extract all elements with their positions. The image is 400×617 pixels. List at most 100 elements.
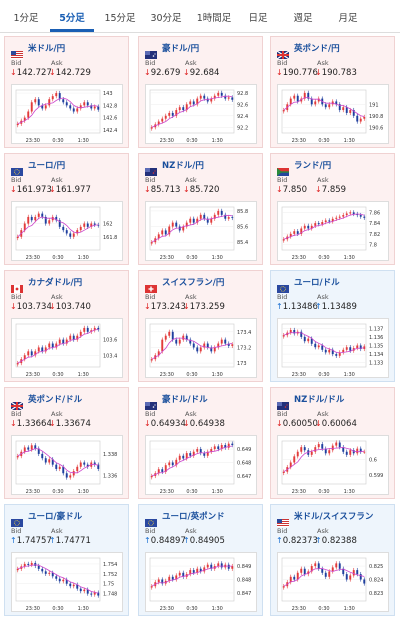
tab-1min[interactable]: 1分足 (13, 13, 39, 24)
candle-body (192, 343, 195, 348)
mini-chart[interactable]: 143 142.8 142.6 142.4 23:30 0:30 1:30 (11, 84, 123, 144)
candle-body (86, 223, 89, 227)
currency-pair-link[interactable]: 米ドル/スイスフラン (294, 512, 374, 522)
x-tick-label: 0:30 (52, 138, 63, 144)
x-tick-label: 0:30 (52, 489, 63, 495)
mini-chart[interactable]: 0.649 0.648 0.647 23:30 0:30 1:30 (145, 435, 257, 495)
rate-card[interactable]: 豪ドル/ドル Bid Ask ↓0.64934 ↓0.64938 0.649 0.648 0.… (138, 387, 263, 499)
y-tick-label: 1.136 (369, 335, 383, 341)
mini-chart[interactable]: 92.8 92.6 92.4 92.2 23:30 0:30 1:30 (145, 84, 257, 144)
bid-number: 1.33664 (16, 419, 52, 429)
candle-body (185, 453, 188, 459)
currency-pair-link[interactable]: ユーロ/ドル (294, 278, 340, 288)
candle-body (293, 456, 296, 463)
candle-body (303, 225, 306, 229)
tab-5min[interactable]: 5分足 (59, 13, 85, 24)
rate-card[interactable]: 豪ドル/円 Bid Ask ↓92.679 ↓92.684 92.8 92.6 92.4 92.… (138, 36, 263, 148)
mini-chart[interactable]: 0.849 0.848 0.847 23:30 0:30 1:30 (145, 552, 257, 612)
rate-card[interactable]: 英ポンド/円 Bid Ask ↓190.776 ↓190.783 191 190.8 190.… (270, 36, 395, 148)
ask-label: Ask (185, 527, 197, 535)
candle-body (90, 330, 93, 332)
candle-body (293, 330, 296, 334)
currency-pair-link[interactable]: ランド/円 (294, 161, 332, 171)
mini-chart[interactable]: 191 190.8 190.6 23:30 0:30 1:30 (277, 84, 389, 144)
tab-weekly[interactable]: 週足 (293, 13, 313, 24)
rate-card[interactable]: ユーロ/英ポンド Bid Ask ↑0.84897 ↑0.84905 0.849 0.848… (138, 504, 263, 616)
candle-body (331, 445, 334, 451)
mini-chart[interactable]: 1.338 1.336 23:30 0:30 1:30 (11, 435, 123, 495)
candle-body (203, 95, 206, 99)
candle-body (227, 97, 230, 99)
candle-body (62, 466, 65, 474)
candle-body (300, 228, 303, 234)
x-tick-label: 23:30 (160, 489, 174, 495)
rate-card[interactable]: NZドル/円 Bid Ask ↓85.713 ↓85.720 85.8 85.6 85.4 23… (138, 153, 263, 265)
y-tick-label: 1.748 (103, 592, 117, 598)
currency-pair-link[interactable]: NZドル/円 (162, 161, 204, 171)
y-tick-label: 103.4 (103, 353, 117, 359)
currency-pair-link[interactable]: 英ポンド/円 (294, 44, 340, 54)
mini-chart[interactable]: 1.754 1.752 1.75 1.748 23:30 0:30 1:30 (11, 552, 123, 612)
mini-chart[interactable]: 7.86 7.84 7.82 7.8 23:30 0:30 1:30 (277, 201, 389, 261)
currency-pair-link[interactable]: 米ドル/円 (28, 44, 66, 54)
tab-daily[interactable]: 日足 (248, 13, 268, 24)
ask-value: ↓142.729 (49, 68, 91, 78)
tab-30min[interactable]: 30分足 (150, 13, 182, 24)
currency-pair-link[interactable]: スイスフラン/円 (162, 278, 225, 288)
plot-area (281, 206, 367, 251)
candle-body (338, 104, 341, 111)
rate-card[interactable]: ユーロ/円 Bid Ask ↓161.973 ↓161.977 162 161.8 23:30… (4, 153, 129, 265)
mini-chart[interactable]: 173.4 173.2 173 23:30 0:30 1:30 (145, 318, 257, 378)
mini-chart[interactable]: 0.6 0.599 23:30 0:30 1:30 (277, 435, 389, 495)
x-tick-label: 1:30 (78, 372, 89, 378)
rate-card[interactable]: ランド/円 Bid Ask ↓7.850 ↓7.859 7.86 7.84 7.82 7.8 23… (270, 153, 395, 265)
candle-body (27, 447, 30, 450)
currency-pair-link[interactable]: 英ポンド/ドル (28, 395, 83, 405)
rate-card[interactable]: スイスフラン/円 Bid Ask ↓173.243 ↓173.259 173.4 173.2… (138, 270, 263, 382)
candle-body (324, 104, 327, 108)
candle-body (175, 575, 178, 580)
mini-chart[interactable]: 0.825 0.824 0.823 23:30 0:30 1:30 (277, 552, 389, 612)
candle-body (356, 345, 359, 349)
rate-card[interactable]: ユーロ/豪ドル Bid Ask ↑1.74757 ↑1.74771 1.754 1.752 1… (4, 504, 129, 616)
candle-body (203, 453, 206, 456)
mini-chart[interactable]: 1.137 1.136 1.135 1.134 1.133 23:30 0:30 1:30 (277, 318, 389, 378)
candle-body (34, 445, 37, 449)
ask-value: ↑0.84905 (183, 536, 225, 546)
candle-body (196, 218, 199, 223)
bid-value: ↑1.74757 (10, 536, 52, 546)
candle-body (30, 445, 33, 450)
tab-1hour[interactable]: 1時間足 (196, 13, 232, 24)
currency-pair-link[interactable]: ユーロ/英ポンド (162, 512, 225, 522)
candle-body (34, 351, 37, 356)
rate-card[interactable]: 米ドル/スイスフラン Bid Ask ↑0.82373 ↑0.82388 0.825 0.8… (270, 504, 395, 616)
currency-pair-link[interactable]: カナダドル/円 (28, 278, 83, 288)
tab-monthly[interactable]: 月足 (338, 13, 358, 24)
candle-body (178, 455, 181, 460)
y-tick-label: 7.82 (369, 232, 380, 238)
currency-pair-link[interactable]: ユーロ/円 (28, 161, 66, 171)
rate-card[interactable]: ユーロ/ドル Bid Ask ↑1.13486 ↑1.13489 1.137 1.136 1.… (270, 270, 395, 382)
rate-card[interactable]: カナダドル/円 Bid Ask ↓103.734 ↓103.740 103.6 103.4 2… (4, 270, 129, 382)
candle-body (164, 115, 167, 119)
mini-chart[interactable]: 162 161.8 23:30 0:30 1:30 (11, 201, 123, 261)
candle-body (293, 231, 296, 234)
mini-chart[interactable]: 103.6 103.4 23:30 0:30 1:30 (11, 318, 123, 378)
candle-body (157, 469, 160, 474)
rate-card[interactable]: 英ポンド/ドル Bid Ask ↓1.33664 ↓1.33674 1.338 1.336 2… (4, 387, 129, 499)
candle-body (307, 571, 310, 575)
candle-body (345, 213, 348, 216)
currency-pair-link[interactable]: 豪ドル/ドル (162, 395, 208, 405)
arrow-down-icon: ↓ (183, 302, 190, 311)
candle-body (220, 339, 223, 344)
currency-pair-link[interactable]: NZドル/ドル (294, 395, 345, 405)
currency-pair-link[interactable]: ユーロ/豪ドル (28, 512, 83, 522)
candle-body (90, 593, 93, 595)
candle-body (41, 568, 44, 572)
rate-card[interactable]: 米ドル/円 Bid Ask ↓142.727 ↓142.729 143 142.8 142.6… (4, 36, 129, 148)
mini-chart[interactable]: 85.8 85.6 85.4 23:30 0:30 1:30 (145, 201, 257, 261)
currency-pair-link[interactable]: 豪ドル/円 (162, 44, 200, 54)
candlestick-chart: 0.825 0.824 0.823 23:30 0:30 1:30 (281, 557, 383, 612)
tab-15min[interactable]: 15分足 (104, 13, 136, 24)
rate-card[interactable]: NZドル/ドル Bid Ask ↓0.60050 ↓0.60064 0.6 0.599 23:… (270, 387, 395, 499)
